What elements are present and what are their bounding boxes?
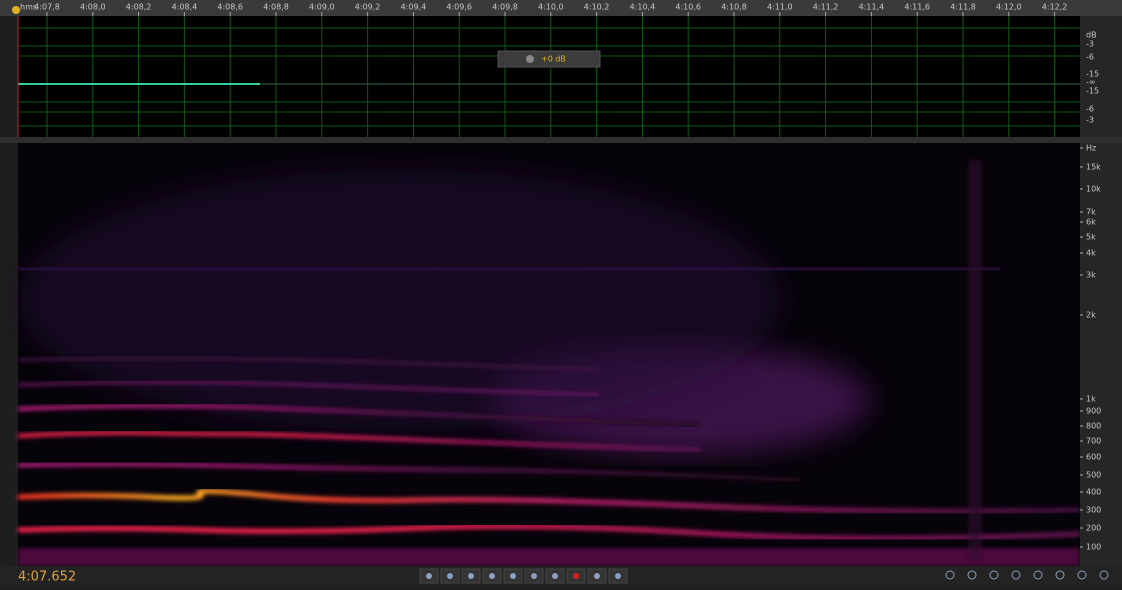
ruler-label: 4:08,8 xyxy=(263,3,289,12)
hz-label: 2k xyxy=(1086,311,1096,320)
ruler-label: 4:09,6 xyxy=(446,3,472,12)
hz-label: 6k xyxy=(1086,218,1096,227)
hz-label: 700 xyxy=(1086,437,1101,446)
pause-icon xyxy=(468,573,474,579)
hz-label: 100 xyxy=(1086,543,1101,552)
stop-icon xyxy=(426,573,432,579)
ruler-label: 4:09,4 xyxy=(401,3,427,12)
hz-label: 500 xyxy=(1086,471,1101,480)
hz-label: 900 xyxy=(1086,407,1101,416)
ruler-label: 4:09,8 xyxy=(492,3,518,12)
db-label: -3 xyxy=(1086,116,1094,125)
skip-icon xyxy=(615,573,621,579)
audio-editor: hms 4:07,84:08,04:08,24:08,44:08,64:08,8… xyxy=(0,0,1122,586)
db-label: -∞ xyxy=(1086,78,1096,87)
hz-scale xyxy=(1080,143,1122,566)
divider[interactable] xyxy=(0,137,1122,143)
gain-label: +0 dB xyxy=(541,55,566,64)
hz-label: 10k xyxy=(1086,185,1101,194)
play-icon xyxy=(447,573,453,579)
hz-label: 1k xyxy=(1086,395,1096,404)
rewind-icon xyxy=(510,573,516,579)
hz-label: 4k xyxy=(1086,249,1096,258)
db-label: -15 xyxy=(1086,87,1099,96)
ruler-label: 4:08,4 xyxy=(172,3,198,12)
ruler-label: 4:10,4 xyxy=(630,3,656,12)
hz-label: 15k xyxy=(1086,163,1101,172)
ruler-label: 4:10,6 xyxy=(675,3,701,12)
forward-icon xyxy=(531,573,537,579)
hz-label: 3k xyxy=(1086,271,1096,280)
hz-label: 200 xyxy=(1086,524,1101,533)
ruler-label: 4:10,8 xyxy=(721,3,747,12)
hz-label: 400 xyxy=(1086,488,1101,497)
db-label: dB xyxy=(1086,31,1097,40)
db-label: -3 xyxy=(1086,40,1094,49)
ruler-label: 4:11,0 xyxy=(767,3,793,12)
hz-label: 5k xyxy=(1086,233,1096,242)
ruler-label: 4:08,6 xyxy=(217,3,243,12)
ruler-label: 4:11,6 xyxy=(904,3,930,12)
record-icon xyxy=(573,573,579,579)
hz-label: 600 xyxy=(1086,453,1101,462)
ruler-label: 4:11,4 xyxy=(859,3,885,12)
db-label: -6 xyxy=(1086,53,1094,62)
go-start-icon xyxy=(489,573,495,579)
ruler-label: 4:09,2 xyxy=(355,3,381,12)
go-end-icon xyxy=(552,573,558,579)
playhead-marker xyxy=(12,6,20,14)
ruler-label: 4:11,8 xyxy=(950,3,976,12)
ruler-label: 4:09,0 xyxy=(309,3,335,12)
current-time: 4:07.652 xyxy=(18,570,76,585)
ruler-label: 4:10,0 xyxy=(538,3,564,12)
ruler-label: 4:11,2 xyxy=(813,3,839,12)
hz-label: 7k xyxy=(1086,208,1096,217)
ruler-label: 4:12,0 xyxy=(996,3,1022,12)
db-label: -6 xyxy=(1086,105,1094,114)
ruler-label: 4:08,0 xyxy=(80,3,106,12)
ruler-label: 4:07,8 xyxy=(34,3,60,12)
ruler-label: 4:08,2 xyxy=(126,3,152,12)
hz-label: 300 xyxy=(1086,506,1101,515)
ruler-label: 4:12,2 xyxy=(1042,3,1068,12)
waveform-area xyxy=(18,16,1080,137)
hz-label: Hz xyxy=(1086,144,1096,153)
loop-icon xyxy=(594,573,600,579)
hud-knob[interactable] xyxy=(526,55,534,63)
ruler-label: 4:10,2 xyxy=(584,3,610,12)
hz-label: 800 xyxy=(1086,422,1101,431)
